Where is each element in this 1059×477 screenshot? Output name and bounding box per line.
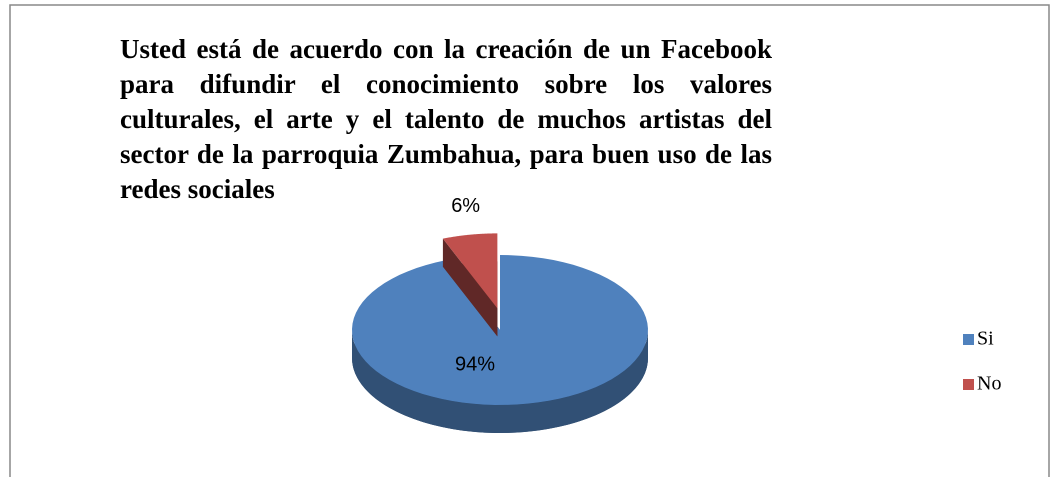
data-label: 6% xyxy=(451,195,480,217)
legend-swatch xyxy=(963,334,974,345)
chart-title: Usted está de acuerdo con la creación de… xyxy=(120,34,772,204)
data-label: 94% xyxy=(455,353,495,375)
slice-side xyxy=(352,330,648,433)
slice xyxy=(352,255,648,405)
slice xyxy=(442,233,498,309)
legend-label: Si xyxy=(977,328,994,350)
slice-cut-face xyxy=(442,238,498,337)
legend-label: No xyxy=(977,373,1001,395)
legend-swatch xyxy=(963,379,974,390)
chart-frame xyxy=(9,4,1050,477)
